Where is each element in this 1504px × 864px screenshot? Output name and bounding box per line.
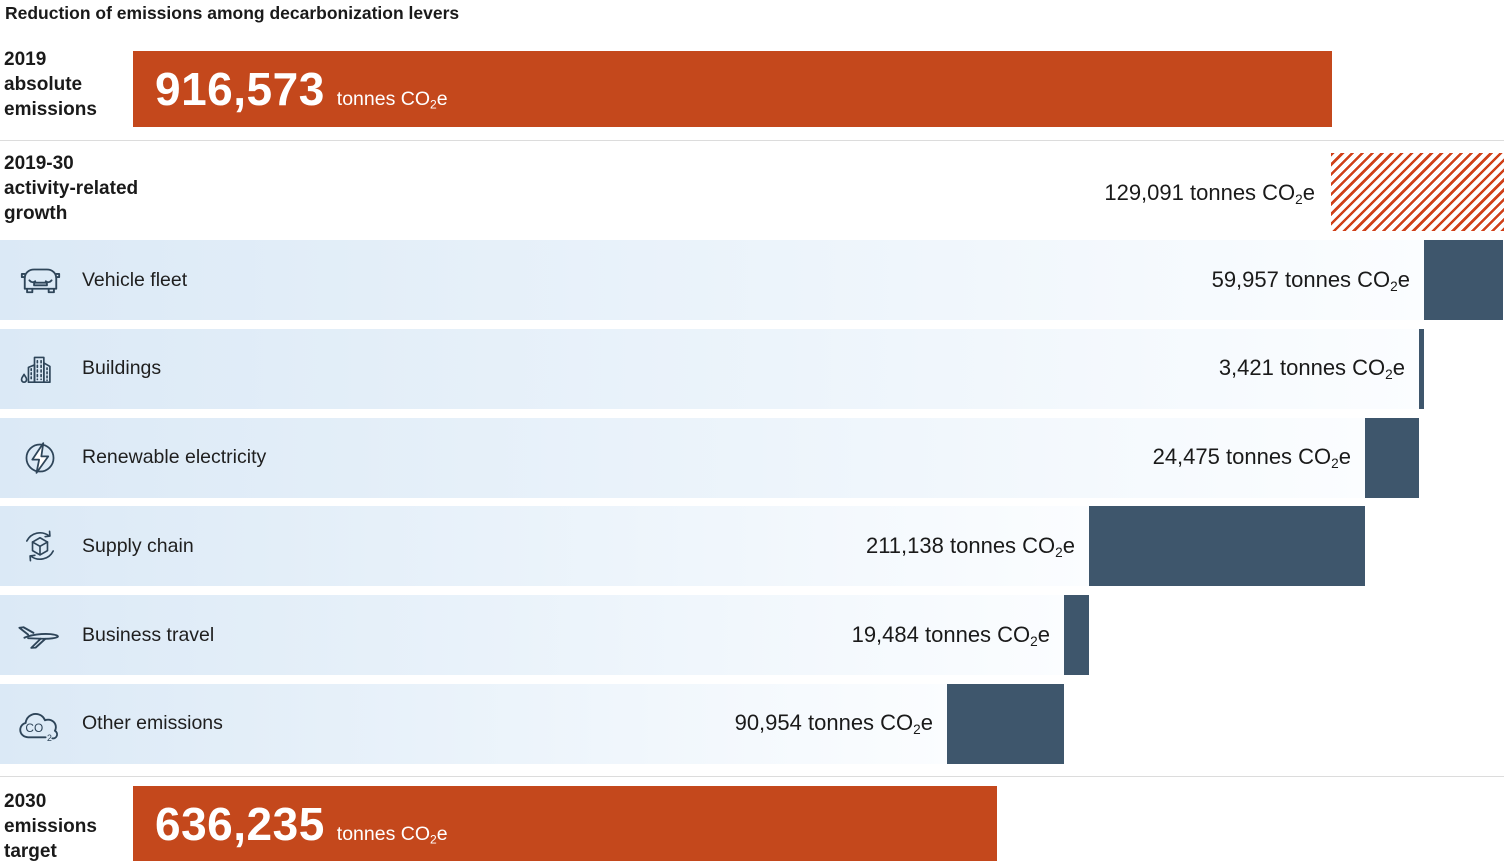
lever-band: CO 2 Other emissions 90,954 tonnes CO2e: [0, 683, 947, 764]
lever-value: 211,138 tonnes CO2e: [865, 532, 1075, 560]
growth-label-line: 2019-30: [4, 153, 74, 174]
renewable-electricity-icon: [15, 438, 65, 478]
lever-row: Renewable electricity 24,475 tonnes CO2e: [0, 417, 1504, 498]
lever-bar: [1365, 417, 1419, 498]
target-label-line: emissions: [4, 816, 97, 837]
lever-value: 3,421 tonnes CO2e: [1218, 355, 1405, 383]
start-label-line: 2019: [4, 49, 47, 70]
lever-label: Supply chain: [82, 534, 194, 557]
lever-bar: [1419, 328, 1424, 409]
section-divider: [0, 776, 1504, 777]
target-label-line: target: [4, 841, 57, 862]
start-label-line: emissions: [4, 99, 97, 120]
lever-value: 24,475 tonnes CO2e: [1152, 444, 1351, 471]
car-icon: [15, 259, 65, 301]
page-title: Reduction of emissions among decarboniza…: [5, 3, 460, 23]
growth-section-label: 2019-30 activity-related growth: [4, 151, 138, 226]
lever-row: Supply chain 211,138 tonnes CO2e: [0, 506, 1504, 587]
lever-bar: [1064, 595, 1089, 675]
target-emissions-bar: 636,235 tonnes CO2e: [133, 786, 997, 861]
lever-band: Business travel 19,484 tonnes CO2e: [0, 595, 1064, 675]
business-travel-icon: [15, 612, 65, 659]
lever-bar: [1424, 240, 1503, 320]
lever-label: Vehicle fleet: [82, 268, 188, 291]
target-label-line: 2030: [4, 791, 47, 812]
growth-label-line: growth: [4, 203, 68, 224]
start-section-label: 2019 absolute emissions: [4, 47, 97, 122]
growth-hatched-bar: [1331, 153, 1504, 231]
lever-band: Vehicle fleet 59,957 tonnes CO2e: [0, 240, 1424, 320]
svg-text:2: 2: [47, 733, 52, 743]
lever-row: Buildings 3,421 tonnes CO2e: [0, 328, 1504, 409]
start-label-line: absolute: [4, 74, 83, 95]
lever-band: Renewable electricity 24,475 tonnes CO2e: [0, 417, 1365, 498]
buildings-icon: [15, 349, 65, 389]
target-bar-value: 636,235 tonnes CO2e: [155, 797, 448, 850]
growth-label-line: activity-related: [4, 178, 139, 199]
lever-row: CO 2 Other emissions 90,954 tonnes CO2e: [0, 683, 1504, 764]
lever-bar: [1089, 506, 1365, 587]
other-emissions-icon: CO 2: [15, 701, 65, 746]
supply-chain-icon: [15, 526, 65, 566]
lever-label: Renewable electricity: [82, 446, 267, 468]
svg-text:CO: CO: [25, 721, 43, 735]
growth-value: 129,091 tonnes CO2e: [1104, 180, 1315, 207]
lever-row: Business travel 19,484 tonnes CO2e: [0, 595, 1504, 675]
lever-label: Other emissions: [82, 712, 223, 735]
lever-label: Buildings: [82, 357, 162, 380]
lever-band: Supply chain 211,138 tonnes CO2e: [0, 506, 1089, 587]
lever-row: Vehicle fleet 59,957 tonnes CO2e: [0, 240, 1504, 320]
lever-bar: [947, 683, 1064, 764]
lever-value: 59,957 tonnes CO2e: [1211, 266, 1410, 294]
section-divider: [0, 140, 1504, 141]
start-bar-value: 916,573 tonnes CO2e: [155, 63, 448, 115]
lever-label: Business travel: [82, 623, 215, 646]
lever-value: 90,954 tonnes CO2e: [734, 710, 933, 738]
target-section-label: 2030 emissions target: [4, 789, 97, 864]
lever-value: 19,484 tonnes CO2e: [851, 621, 1050, 649]
lever-band: Buildings 3,421 tonnes CO2e: [0, 328, 1419, 409]
start-emissions-bar: 916,573 tonnes CO2e: [133, 51, 1332, 127]
